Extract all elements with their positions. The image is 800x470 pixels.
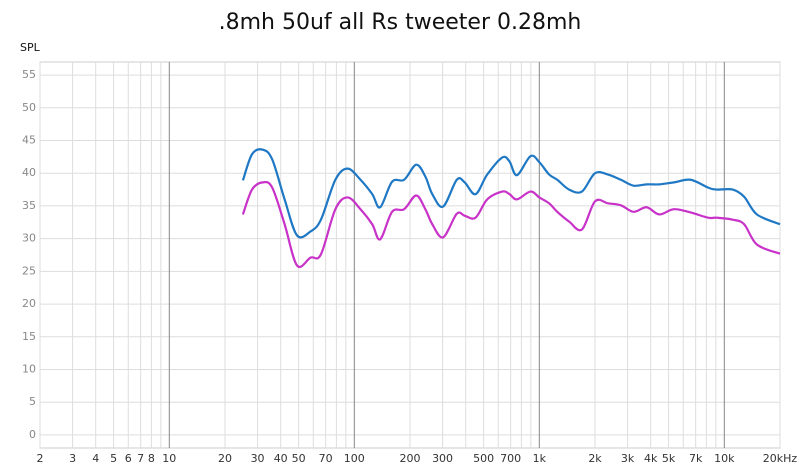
x-tick-label: 3k [621,452,635,465]
y-tick-label: 50 [22,101,36,114]
x-tick-label: 5 [110,452,117,465]
x-tick-label: 2k [588,452,602,465]
x-tick-label: 20 [218,452,232,465]
x-tick-label: 4k [644,452,658,465]
x-tick-label: 2 [37,452,44,465]
x-tick-label: 700 [500,452,521,465]
line-series [241,148,781,239]
y-tick-label: 45 [22,134,36,147]
x-tick-label: 40 [274,452,288,465]
y-tick-label: 0 [29,428,36,441]
y-tick-label: 30 [22,232,36,245]
x-tick-label: 10 [162,452,176,465]
y-tick-label: 15 [22,330,36,343]
y-tick-label: 5 [29,395,36,408]
y-tick-label: 35 [22,199,36,212]
grid [39,61,781,449]
x-tick-label: 300 [432,452,453,465]
x-tick-label: 30 [251,452,265,465]
x-tick-label: 50 [292,452,306,465]
line-series [241,180,781,268]
x-tick-label: 7k [689,452,703,465]
x-tick-label: 3 [69,452,76,465]
y-tick-label: 20 [22,297,36,310]
x-tick-label: 5k [662,452,676,465]
chart-title: .8mh 50uf all Rs tweeter 0.28mh [219,10,582,35]
y-tick-label: 25 [22,264,36,277]
x-tick-label: 7 [137,452,144,465]
x-tick-label: 6 [125,452,132,465]
x-tick-label: 100 [344,452,365,465]
x-tick-label: 200 [400,452,421,465]
x-tick-label: 4 [92,452,99,465]
x-tick-label: 500 [473,452,494,465]
x-tick-label: 10k [714,452,735,465]
y-tick-label: 10 [22,362,36,375]
y-tick-label: 40 [22,166,36,179]
x-tick-label: 8 [148,452,155,465]
y-tick-label: 55 [22,68,36,81]
x-tick-label: 1k [533,452,547,465]
x-tick-label: 20kHz [763,452,798,465]
y-axis-label: SPL [20,41,41,54]
plot-area [241,148,781,268]
x-tick-label: 70 [319,452,333,465]
